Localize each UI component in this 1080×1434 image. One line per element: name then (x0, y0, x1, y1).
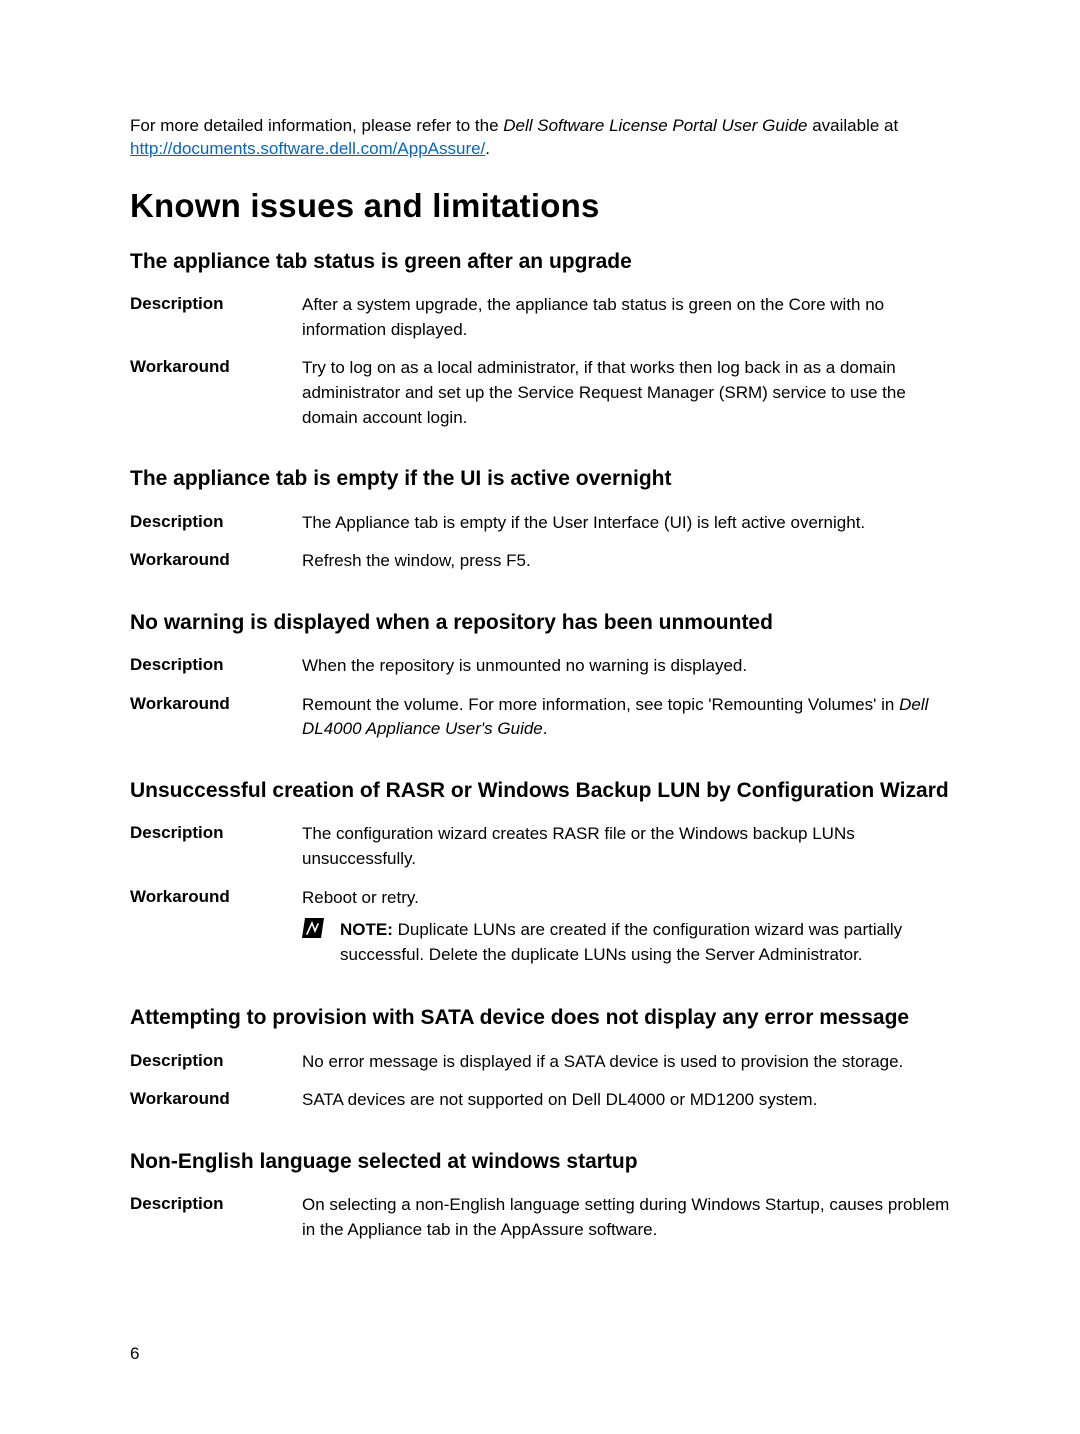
issue-3-title: No warning is displayed when a repositor… (130, 610, 955, 636)
issue-3-workaround-suffix: . (543, 719, 548, 738)
issue-2-workaround-row: Workaround Refresh the window, press F5. (130, 549, 955, 574)
issue-3-description: When the repository is unmounted no warn… (302, 654, 955, 679)
document-page: For more detailed information, please re… (0, 0, 1080, 1434)
issue-6-title: Non-English language selected at windows… (130, 1149, 955, 1175)
issue-4-workaround-value: Reboot or retry. NOTE: Duplicate LUNs ar… (302, 886, 955, 968)
issue-5-workaround: SATA devices are not supported on Dell D… (302, 1088, 955, 1113)
issue-5-workaround-row: Workaround SATA devices are not supporte… (130, 1088, 955, 1113)
description-label: Description (130, 822, 302, 871)
issue-2-description-row: Description The Appliance tab is empty i… (130, 511, 955, 536)
issue-2-workaround: Refresh the window, press F5. (302, 549, 955, 574)
intro-link[interactable]: http://documents.software.dell.com/AppAs… (130, 139, 485, 158)
issue-4-description: The configuration wizard creates RASR fi… (302, 822, 955, 871)
note-body: Duplicate LUNs are created if the config… (340, 920, 902, 964)
workaround-label: Workaround (130, 693, 302, 742)
workaround-label: Workaround (130, 886, 302, 968)
issue-1-title: The appliance tab status is green after … (130, 249, 955, 275)
issue-3-workaround: Remount the volume. For more information… (302, 693, 955, 742)
description-label: Description (130, 1193, 302, 1242)
workaround-label: Workaround (130, 356, 302, 430)
issue-5-description: No error message is displayed if a SATA … (302, 1050, 955, 1075)
note-label: NOTE: (340, 920, 393, 939)
issue-4-note: NOTE: Duplicate LUNs are created if the … (302, 918, 955, 967)
issue-5-title: Attempting to provision with SATA device… (130, 1005, 955, 1031)
intro-prefix: For more detailed information, please re… (130, 116, 503, 135)
issue-4-workaround-row: Workaround Reboot or retry. NOTE: Duplic… (130, 886, 955, 968)
issue-4-note-text: NOTE: Duplicate LUNs are created if the … (340, 918, 955, 967)
issue-1-workaround: Try to log on as a local administrator, … (302, 356, 955, 430)
intro-italic: Dell Software License Portal User Guide (503, 116, 807, 135)
workaround-label: Workaround (130, 1088, 302, 1113)
workaround-label: Workaround (130, 549, 302, 574)
issue-4-workaround: Reboot or retry. (302, 886, 955, 911)
issue-1-description-row: Description After a system upgrade, the … (130, 293, 955, 342)
issue-3-workaround-row: Workaround Remount the volume. For more … (130, 693, 955, 742)
issue-1-description: After a system upgrade, the appliance ta… (302, 293, 955, 342)
description-label: Description (130, 511, 302, 536)
issue-6-description: On selecting a non-English language sett… (302, 1193, 955, 1242)
issue-2-title: The appliance tab is empty if the UI is … (130, 466, 955, 492)
issue-6-description-row: Description On selecting a non-English l… (130, 1193, 955, 1242)
issue-4-description-row: Description The configuration wizard cre… (130, 822, 955, 871)
intro-paragraph: For more detailed information, please re… (130, 115, 955, 161)
issue-3-description-row: Description When the repository is unmou… (130, 654, 955, 679)
issue-2-description: The Appliance tab is empty if the User I… (302, 511, 955, 536)
issue-1-workaround-row: Workaround Try to log on as a local admi… (130, 356, 955, 430)
issue-3-workaround-prefix: Remount the volume. For more information… (302, 695, 899, 714)
description-label: Description (130, 1050, 302, 1075)
main-heading: Known issues and limitations (130, 187, 955, 225)
note-icon (302, 918, 326, 938)
intro-suffix: available at (808, 116, 899, 135)
intro-after-link: . (485, 139, 490, 158)
description-label: Description (130, 293, 302, 342)
issue-5-description-row: Description No error message is displaye… (130, 1050, 955, 1075)
issue-4-title: Unsuccessful creation of RASR or Windows… (130, 778, 955, 804)
description-label: Description (130, 654, 302, 679)
page-number: 6 (130, 1344, 139, 1364)
